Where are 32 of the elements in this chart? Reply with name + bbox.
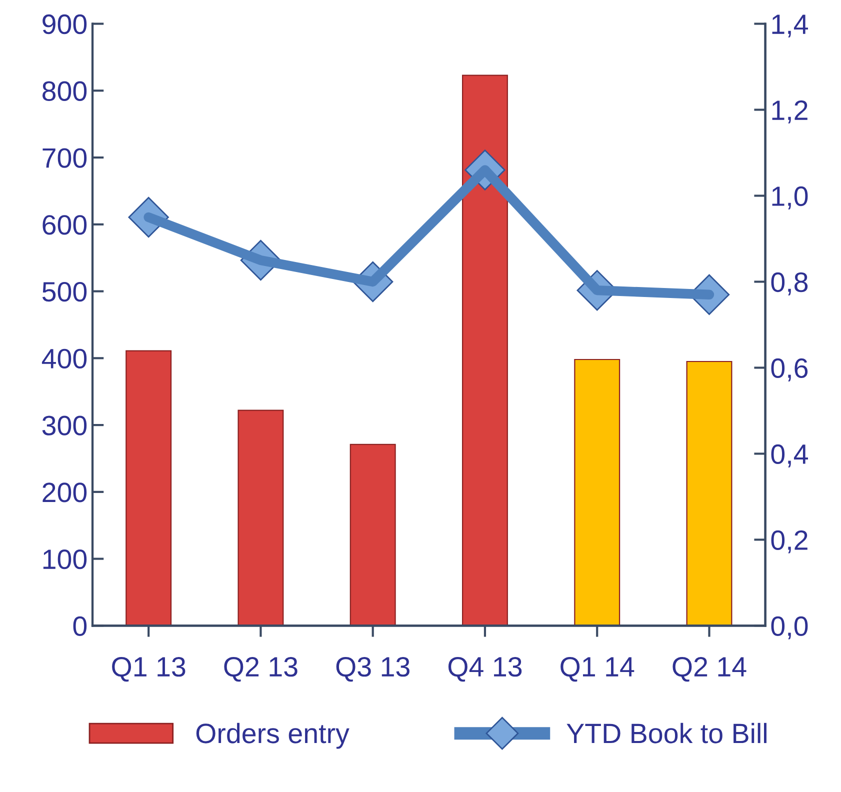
bar (462, 74, 508, 626)
x-tick-label: Q3 13 (336, 656, 410, 682)
y-tick-label: 200 (42, 482, 87, 502)
y-tick-label: 100 (43, 549, 87, 570)
y-tick-label: 500 (42, 282, 87, 302)
x-tick-label: Q1 14 (560, 656, 634, 682)
x-tick-label: Q4 13 (448, 656, 522, 682)
y2-tick-label: 1,2 (772, 100, 808, 124)
y-tick-label: 600 (42, 215, 87, 235)
y-tick-label: 800 (42, 81, 87, 101)
y2-tick-label: 0,2 (771, 530, 808, 554)
y-tick-label: 900 (42, 14, 87, 34)
y2-tick-label: 0,0 (771, 616, 808, 640)
y2-tick-label: 0,4 (771, 444, 808, 468)
bar (238, 410, 284, 626)
y-tick-label: 0 (73, 616, 87, 636)
y2-tick-label: 0,8 (771, 272, 808, 296)
bar (350, 444, 396, 626)
y-tick-label: 700 (42, 148, 87, 168)
legend-label: Orders entry (196, 722, 350, 749)
y-tick-label: 300 (42, 416, 87, 436)
y2-tick-label: 0,6 (771, 358, 808, 382)
y-tick-label: 400 (42, 348, 87, 368)
x-tick-label: Q2 13 (224, 656, 298, 682)
x-tick-label: Q2 14 (672, 656, 746, 682)
legend-label: YTD Book to Bill (566, 722, 766, 744)
y2-tick-label: 1,0 (772, 186, 808, 210)
x-tick-label: Q1 13 (112, 656, 186, 682)
bar (574, 358, 620, 626)
bar (126, 350, 172, 626)
bar (686, 360, 732, 626)
y2-tick-label: 1,4 (772, 14, 808, 38)
